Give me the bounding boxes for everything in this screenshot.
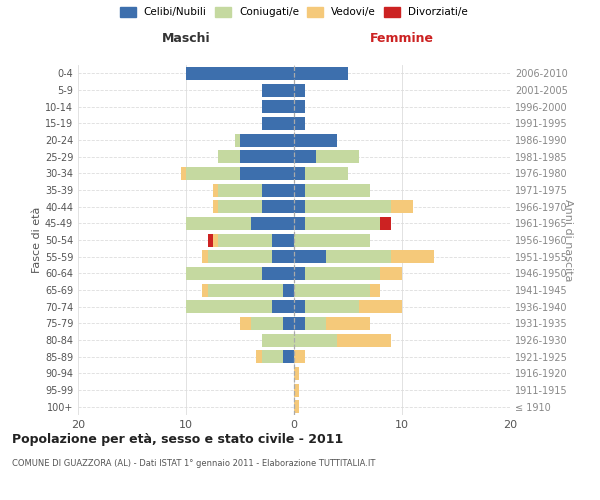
Bar	[294, 117, 305, 130]
Bar	[283, 284, 294, 296]
Bar	[294, 100, 305, 113]
Bar	[305, 184, 370, 196]
Bar	[305, 317, 326, 330]
Bar	[240, 134, 294, 146]
Bar	[218, 234, 272, 246]
Bar	[294, 300, 305, 313]
Bar	[294, 334, 337, 346]
Bar	[262, 334, 294, 346]
Bar	[262, 267, 294, 280]
Bar	[294, 217, 305, 230]
Bar	[380, 267, 402, 280]
Y-axis label: Anni di nascita: Anni di nascita	[563, 198, 573, 281]
Bar	[208, 234, 213, 246]
Bar	[218, 150, 240, 163]
Bar	[208, 284, 283, 296]
Bar	[305, 217, 380, 230]
Bar	[391, 200, 413, 213]
Bar	[294, 184, 305, 196]
Bar	[294, 167, 305, 180]
Bar	[240, 317, 251, 330]
Bar	[240, 167, 294, 180]
Bar	[208, 250, 272, 263]
Bar	[213, 234, 218, 246]
Bar	[272, 250, 294, 263]
Bar	[213, 200, 218, 213]
Bar	[283, 317, 294, 330]
Bar	[294, 250, 326, 263]
Legend: Celibi/Nubili, Coniugati/e, Vedovi/e, Divorziati/e: Celibi/Nubili, Coniugati/e, Vedovi/e, Di…	[120, 7, 468, 18]
Bar	[213, 184, 218, 196]
Bar	[235, 134, 240, 146]
Bar	[186, 300, 272, 313]
Bar	[391, 250, 434, 263]
Bar	[186, 217, 251, 230]
Bar	[370, 284, 380, 296]
Bar	[294, 384, 299, 396]
Bar	[326, 250, 391, 263]
Text: Popolazione per età, sesso e stato civile - 2011: Popolazione per età, sesso e stato civil…	[12, 432, 343, 446]
Bar	[294, 200, 305, 213]
Bar	[316, 150, 359, 163]
Bar	[305, 200, 391, 213]
Bar	[283, 350, 294, 363]
Bar	[294, 284, 370, 296]
Text: Maschi: Maschi	[161, 32, 211, 45]
Bar	[305, 300, 359, 313]
Bar	[218, 200, 262, 213]
Text: Femmine: Femmine	[370, 32, 434, 45]
Bar	[262, 184, 294, 196]
Bar	[305, 167, 348, 180]
Bar	[294, 350, 305, 363]
Bar	[262, 84, 294, 96]
Bar	[326, 317, 370, 330]
Bar	[186, 167, 240, 180]
Bar	[202, 250, 208, 263]
Bar	[251, 217, 294, 230]
Bar	[218, 184, 262, 196]
Bar	[359, 300, 402, 313]
Bar	[181, 167, 186, 180]
Bar	[262, 100, 294, 113]
Bar	[294, 134, 337, 146]
Bar	[294, 400, 299, 413]
Bar	[380, 217, 391, 230]
Y-axis label: Fasce di età: Fasce di età	[32, 207, 42, 273]
Bar	[294, 267, 305, 280]
Bar	[262, 200, 294, 213]
Bar	[262, 350, 283, 363]
Bar	[240, 150, 294, 163]
Bar	[337, 334, 391, 346]
Text: COMUNE DI GUAZZORA (AL) - Dati ISTAT 1° gennaio 2011 - Elaborazione TUTTITALIA.I: COMUNE DI GUAZZORA (AL) - Dati ISTAT 1° …	[12, 459, 376, 468]
Bar	[272, 234, 294, 246]
Bar	[305, 267, 380, 280]
Bar	[294, 367, 299, 380]
Bar	[294, 67, 348, 80]
Bar	[294, 234, 370, 246]
Bar	[186, 267, 262, 280]
Bar	[294, 150, 316, 163]
Bar	[272, 300, 294, 313]
Bar	[294, 317, 305, 330]
Bar	[186, 67, 294, 80]
Bar	[202, 284, 208, 296]
Bar	[251, 317, 283, 330]
Bar	[294, 84, 305, 96]
Bar	[256, 350, 262, 363]
Bar	[262, 117, 294, 130]
